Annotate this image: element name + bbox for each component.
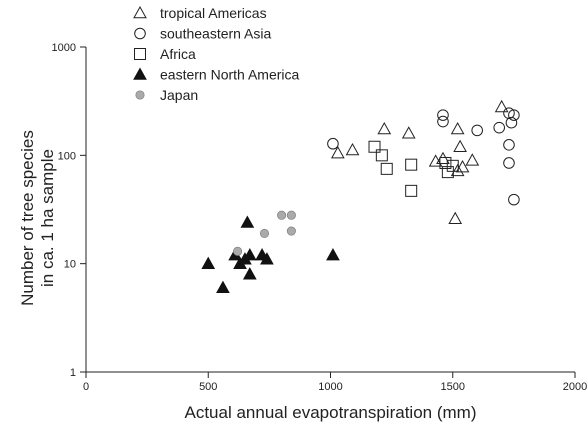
data-point-tropical-americas — [401, 126, 416, 139]
legend-label-japan: Japan — [160, 87, 198, 103]
legend-marker-eastern-north-america — [133, 67, 147, 80]
data-point-tropical-americas — [455, 159, 470, 173]
data-point-southeastern-asia — [508, 109, 520, 121]
x-tick-label: 1500 — [441, 381, 465, 393]
data-point-africa — [375, 149, 388, 162]
y-axis-title-line: in ca. 1 ha sample — [38, 149, 57, 287]
x-tick-label: 500 — [199, 381, 217, 393]
data-point-eastern-north-america — [242, 248, 257, 261]
series-southeastern-asia — [327, 107, 520, 206]
data-point-tropical-americas — [453, 139, 467, 153]
data-point-africa — [441, 166, 454, 179]
data-point-tropical-americas — [377, 121, 392, 135]
data-point-africa — [380, 162, 393, 175]
legend: tropical Americas southeastern Asia Africa… — [133, 5, 299, 103]
data-point-southeastern-asia — [503, 157, 515, 169]
data-point-africa — [439, 156, 452, 169]
legend-item-tropical-americas: tropical Americas — [133, 5, 267, 21]
legend-label-eastern-north-america: eastern North America — [160, 67, 299, 83]
x-tick-label: 2000 — [563, 381, 587, 393]
y-tick-label: 10 — [64, 259, 76, 271]
data-point-southeastern-asia — [493, 121, 506, 134]
data-point-tropical-americas — [345, 142, 360, 156]
data-point-southeastern-asia — [437, 115, 449, 128]
data-points — [201, 99, 520, 294]
series-tropical-americas — [330, 99, 509, 225]
series-japan — [233, 210, 296, 256]
legend-marker-japan — [135, 90, 145, 100]
legend-item-japan: Japan — [135, 87, 198, 103]
data-point-eastern-north-america — [260, 252, 274, 265]
legend-marker-southeastern-asia — [134, 27, 146, 40]
data-point-japan — [286, 210, 296, 220]
data-point-eastern-north-america — [242, 267, 257, 280]
data-point-eastern-north-america — [201, 256, 216, 269]
data-point-japan — [259, 228, 270, 239]
data-point-southeastern-asia — [505, 116, 518, 129]
data-point-africa — [368, 140, 381, 153]
series-africa — [368, 140, 459, 197]
legend-label-tropical-americas: tropical Americas — [160, 5, 267, 21]
legend-marker-tropical-americas — [133, 5, 147, 19]
data-point-tropical-americas — [450, 121, 465, 135]
data-point-tropical-americas — [448, 211, 463, 225]
legend-label-africa: Africa — [160, 46, 196, 62]
data-point-japan — [277, 210, 287, 220]
data-point-tropical-americas — [330, 146, 345, 159]
x-axis-title: Actual annual evapotranspiration (mm) — [185, 403, 477, 422]
data-point-africa — [405, 158, 418, 171]
data-point-africa — [446, 159, 459, 172]
x-tick-label: 1000 — [318, 381, 342, 393]
data-point-southeastern-asia — [508, 193, 520, 206]
data-point-southeastern-asia — [327, 137, 339, 150]
legend-item-africa: Africa — [134, 46, 196, 62]
data-point-tropical-americas — [450, 163, 465, 177]
data-point-japan — [286, 226, 296, 236]
y-tick-label: 100 — [58, 150, 76, 162]
data-point-tropical-americas — [465, 153, 480, 166]
data-point-africa — [405, 184, 418, 197]
y-axis-title-line: Number of tree species — [18, 130, 37, 306]
series-eastern-north-america — [201, 215, 340, 294]
legend-marker-africa — [134, 48, 146, 60]
legend-label-southeastern-asia: southeastern Asia — [160, 26, 272, 42]
data-point-eastern-north-america — [216, 280, 230, 294]
data-point-eastern-north-america — [240, 215, 255, 228]
x-tick-label: 0 — [83, 381, 89, 393]
data-point-eastern-north-america — [326, 248, 340, 261]
data-point-southeastern-asia — [471, 124, 484, 137]
legend-item-southeastern-asia: southeastern Asia — [134, 26, 272, 42]
data-point-tropical-americas — [494, 99, 509, 113]
data-point-japan — [233, 246, 243, 256]
data-point-southeastern-asia — [503, 139, 515, 151]
y-tick-label: 1 — [70, 367, 76, 379]
data-point-southeastern-asia — [437, 109, 449, 121]
y-tick-label: 1000 — [52, 42, 76, 54]
y-axis-title: Number of tree species in ca. 1 ha sample — [18, 130, 57, 306]
axes: 0 500 1000 1500 2000 1 10 100 1000 Actual annual … — [18, 42, 587, 422]
legend-item-eastern-north-america: eastern North America — [133, 67, 299, 83]
